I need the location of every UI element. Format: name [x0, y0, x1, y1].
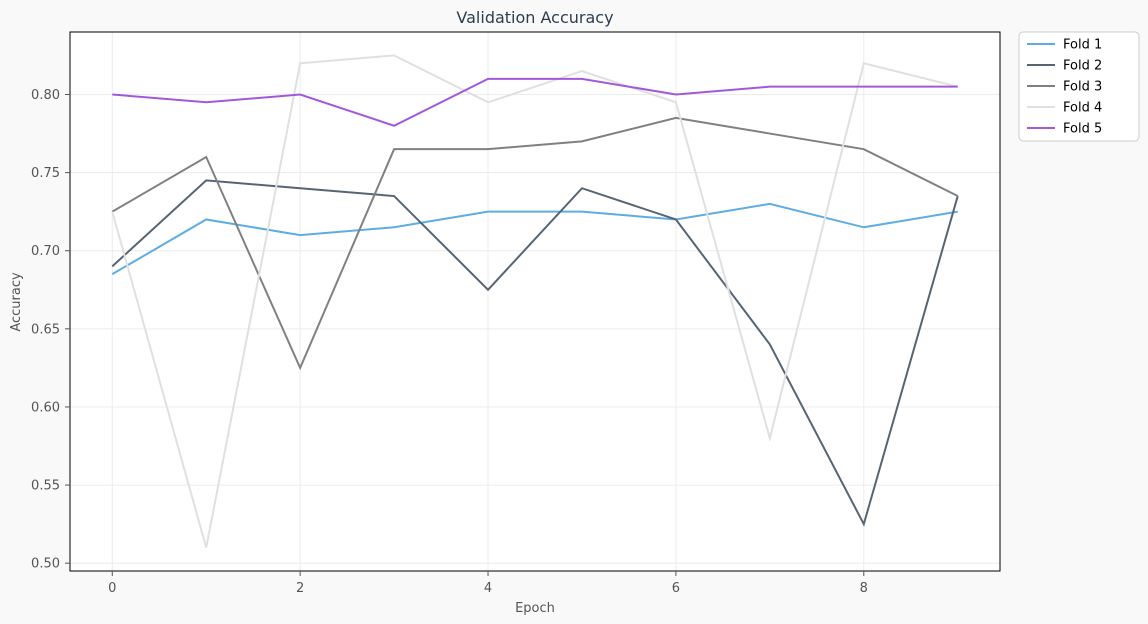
legend-label: Fold 5 [1063, 122, 1102, 137]
y-tick-label: 0.70 [31, 244, 60, 259]
x-axis-title: Epoch [515, 601, 555, 616]
series-line-fold-5 [112, 77, 958, 127]
y-tick-label: 0.80 [31, 88, 60, 103]
plot-area [70, 32, 1000, 571]
y-axis-ticks: 0.50 0.55 0.60 0.65 0.70 0.75 0.80 [31, 88, 70, 572]
y-tick-label: 0.60 [31, 400, 60, 415]
series-line-fold-4 [111, 54, 958, 548]
legend-box [1018, 31, 1140, 142]
x-gridlines [111, 32, 865, 571]
x-tick-label: 2 [296, 581, 304, 596]
y-axis-title: Accuracy [9, 272, 24, 332]
legend-label: Fold 3 [1063, 80, 1102, 95]
x-tick-label: 8 [860, 581, 868, 596]
plot-frame [69, 31, 1001, 572]
series-line-fold-3 [111, 116, 959, 371]
x-tick-label: 0 [108, 581, 116, 596]
legend-label: Fold 4 [1063, 101, 1102, 116]
series-line-fold-2 [111, 179, 959, 527]
series-lines [111, 54, 959, 548]
x-axis-ticks: 0 2 4 6 8 [108, 571, 868, 596]
y-tick-label: 0.50 [31, 557, 60, 572]
series-line-fold-1 [111, 202, 958, 276]
legend-label: Fold 2 [1063, 59, 1102, 74]
legend: Fold 1 Fold 2 Fold 3 Fold 4 Fold 5 [1018, 31, 1140, 142]
y-tick-label: 0.65 [31, 322, 60, 337]
chart-title: Validation Accuracy [456, 8, 613, 27]
y-tick-label: 0.55 [31, 479, 60, 494]
x-tick-label: 6 [672, 581, 680, 596]
y-tick-label: 0.75 [31, 166, 60, 181]
legend-label: Fold 1 [1063, 38, 1102, 53]
y-gridlines [70, 93, 1000, 564]
x-tick-label: 4 [484, 581, 492, 596]
